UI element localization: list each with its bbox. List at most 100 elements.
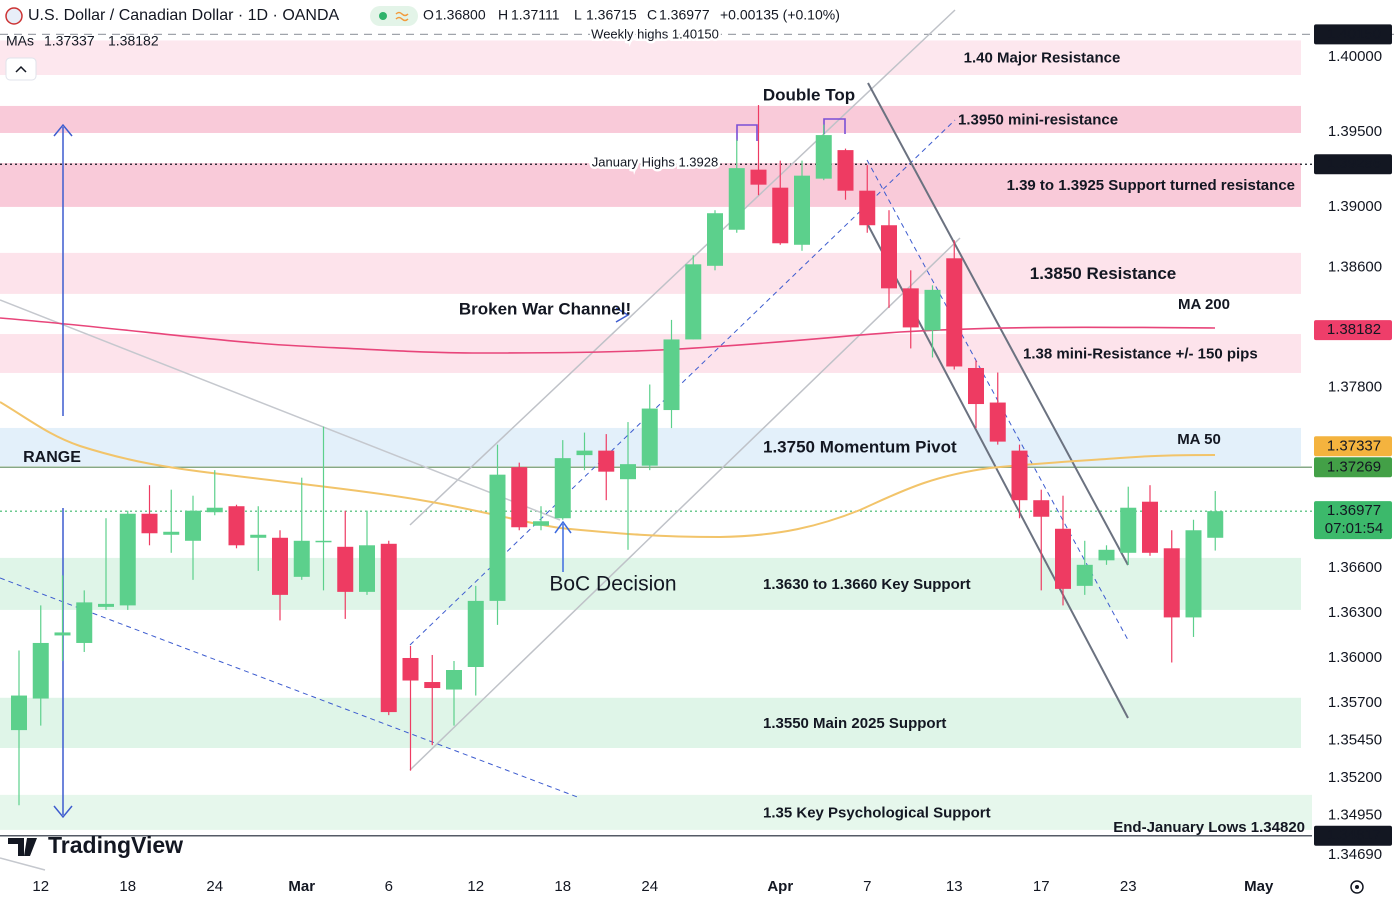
candle-body: [924, 289, 941, 331]
price-tag-label: 1.34817: [1327, 827, 1381, 844]
annotation: MA 200: [1178, 296, 1230, 313]
y-tick-label: 1.39500: [1328, 123, 1382, 140]
candle-body: [554, 458, 571, 519]
candle-body: [620, 464, 636, 480]
candle-body: [685, 264, 702, 340]
zone-label: 1.3550 Main 2025 Support: [763, 715, 946, 732]
candle-body: [293, 540, 310, 577]
price-tag-label: 1.38182: [1327, 321, 1381, 338]
candle-body: [141, 513, 158, 534]
y-tick-label: 1.34950: [1328, 807, 1382, 824]
zone: [0, 697, 1301, 748]
watermark: TradingView: [48, 832, 183, 858]
candle-body: [750, 169, 767, 185]
candle-body: [1033, 500, 1050, 517]
trend-line: [0, 857, 46, 871]
y-tick-label: 1.35450: [1328, 732, 1382, 749]
arrow-head: [53, 805, 73, 819]
y-tick-label: 1.38600: [1328, 258, 1382, 275]
zone-label: 1.3950 mini-resistance: [958, 111, 1118, 128]
candle-body: [815, 135, 832, 179]
candles: [11, 105, 1224, 806]
x-tick-label: 13: [946, 878, 963, 895]
y-tick-label: 1.35200: [1328, 769, 1382, 786]
candle-body: [402, 657, 419, 681]
y-tick-label: 1.37800: [1328, 378, 1382, 395]
price-tag: [1314, 320, 1392, 341]
candle-body: [315, 540, 332, 543]
candle-body: [1055, 528, 1071, 589]
price-tag: [1314, 24, 1392, 45]
price-change: +0.00135 (+0.10%): [720, 7, 840, 23]
x-tick-label: 7: [863, 878, 871, 895]
y-tick-label: 1.36000: [1328, 649, 1382, 666]
zone: [0, 163, 1301, 207]
zone-label: 1.38 mini-Resistance +/- 150 pips: [1023, 345, 1258, 362]
candle-body: [32, 642, 49, 699]
candle-body: [1163, 548, 1180, 618]
candle-body: [989, 402, 1006, 442]
x-tick-label: 17: [1033, 878, 1050, 895]
header: U.S. Dollar / Canadian Dollar · 1D · OAN…: [5, 6, 1364, 894]
candle-body: [272, 537, 288, 595]
zone: [0, 252, 1301, 294]
settings-icon[interactable]: [1350, 880, 1364, 894]
price-tag-label: 1.36977: [1327, 502, 1381, 519]
candle-body: [54, 632, 71, 636]
candle-body: [511, 467, 528, 528]
candle-body: [772, 187, 789, 244]
zones: [0, 40, 1312, 830]
x-tick-label: Mar: [288, 878, 315, 895]
x-tick-label: 12: [467, 878, 484, 895]
candle-body: [206, 507, 223, 513]
candle-body: [1142, 501, 1158, 553]
candle-body: [359, 545, 375, 592]
x-tick-label: 6: [385, 878, 393, 895]
zone-label: 1.35 Key Psychological Support: [763, 804, 991, 821]
zone: [0, 334, 1301, 373]
ohlc-key: O: [423, 7, 434, 23]
price-tag: [1314, 436, 1392, 457]
zone: [0, 105, 1301, 133]
settings-icon-dot: [1355, 885, 1359, 889]
candle-body: [641, 408, 658, 466]
status-pill: [370, 6, 418, 26]
candle-body: [794, 175, 810, 245]
channel-line: [409, 237, 961, 771]
price-lines: [0, 33, 1400, 837]
price-tag-label: 1.37337: [1327, 437, 1381, 454]
candle-body: [446, 670, 462, 690]
collapse-button[interactable]: [5, 57, 37, 81]
collapse-icon: [15, 65, 27, 73]
channel-line: [409, 9, 956, 526]
candle-body: [902, 288, 919, 328]
price-tag-sublabel: 07:01:54: [1325, 520, 1383, 537]
y-tick-label: 1.34690: [1328, 846, 1382, 863]
y-tick-label: 1.35700: [1328, 694, 1382, 711]
candle-body: [98, 603, 114, 607]
zone: [0, 794, 1312, 830]
candle-body: [1207, 511, 1224, 538]
candle-body: [598, 450, 615, 472]
candle-body: [250, 534, 267, 538]
zone-label: 1.40 Major Resistance: [964, 50, 1121, 67]
candle-body: [11, 695, 27, 731]
candle-body: [185, 510, 201, 541]
candle-body: [728, 168, 745, 230]
candle-body: [707, 213, 723, 266]
double-top-bracket: [736, 124, 758, 141]
status-icon: [395, 11, 409, 22]
ohlc-value: 1.36800: [435, 7, 486, 23]
symbol-title: U.S. Dollar / Canadian Dollar · 1D · OAN…: [28, 7, 340, 24]
arrow-head: [615, 307, 630, 323]
candle-body: [968, 367, 984, 405]
price-tag: [1314, 825, 1392, 846]
arrow-head: [53, 123, 73, 137]
annotation: Broken War Channel!: [459, 299, 631, 318]
x-tick-label: 12: [32, 878, 49, 895]
y-tick-label: 1.40000: [1328, 48, 1382, 65]
annotation: Weekly highs 1.40150: [591, 26, 719, 41]
zone-label: 1.3750 Momentum Pivot: [763, 437, 957, 456]
candle-body: [337, 546, 354, 592]
